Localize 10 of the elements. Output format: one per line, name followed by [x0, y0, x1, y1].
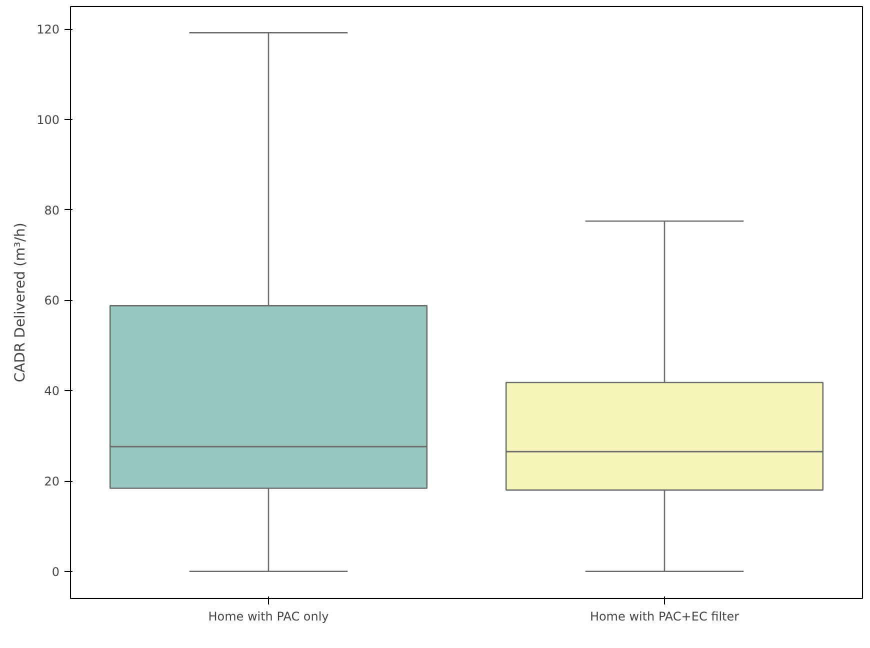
x-tick-label: Home with PAC only: [208, 610, 329, 624]
y-tick-label: 20: [44, 474, 60, 489]
y-tick-label: 60: [44, 294, 60, 308]
x-tick-label: Home with PAC+EC filter: [590, 610, 740, 624]
y-tick-label: 80: [44, 203, 60, 218]
y-tick-label: 100: [36, 112, 60, 127]
y-tick-label: 0: [52, 564, 60, 579]
y-axis-title: CADR Delivered (m³/h): [12, 222, 29, 382]
y-tick-label: 120: [36, 22, 60, 37]
y-tick-label: 40: [44, 384, 60, 398]
